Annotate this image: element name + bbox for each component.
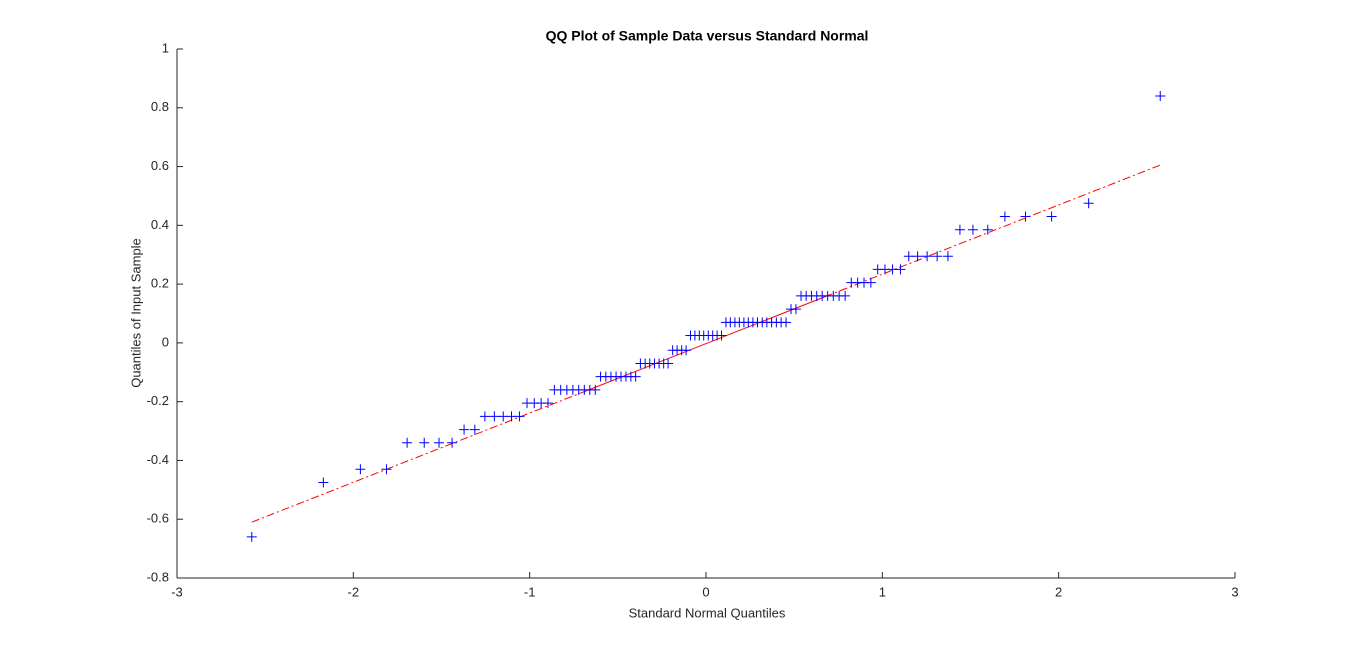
data-point	[630, 371, 641, 382]
reference-line	[586, 296, 826, 391]
data-point	[903, 251, 914, 262]
y-tick-label: 0.4	[151, 217, 169, 232]
x-tick-label: 3	[1231, 584, 1238, 599]
data-point	[447, 437, 458, 448]
data-point	[967, 224, 978, 235]
data-point	[663, 358, 674, 369]
data-point	[1083, 198, 1094, 209]
x-tick-label: -1	[524, 584, 536, 599]
reference-line	[824, 164, 1161, 298]
x-axis-label: Standard Normal Quantiles	[629, 605, 786, 620]
data-point	[942, 251, 953, 262]
x-tick-label: 0	[702, 584, 709, 599]
data-point	[469, 424, 480, 435]
y-tick-label: -0.6	[147, 511, 169, 526]
data-point	[355, 464, 366, 475]
data-point	[514, 411, 525, 422]
data-point	[716, 330, 727, 341]
y-tick-label: -0.4	[147, 452, 169, 467]
y-tick-label: -0.8	[147, 569, 169, 584]
data-point	[781, 317, 792, 328]
data-point	[681, 345, 692, 356]
x-tick-label: 2	[1055, 584, 1062, 599]
x-tick-label: 1	[879, 584, 886, 599]
data-point	[489, 411, 500, 422]
data-point	[318, 477, 329, 488]
data-point	[434, 437, 445, 448]
reference-line	[251, 390, 588, 523]
chart-title: QQ Plot of Sample Data versus Standard N…	[546, 28, 869, 44]
data-point	[459, 424, 470, 435]
y-tick-label: 0.8	[151, 99, 169, 114]
y-tick-label: 0.6	[151, 158, 169, 173]
data-point	[912, 251, 923, 262]
data-point	[865, 277, 876, 288]
data-point	[419, 437, 430, 448]
data-point	[543, 398, 554, 409]
data-point	[954, 224, 965, 235]
data-point	[246, 531, 257, 542]
y-tick-label: 0.2	[151, 276, 169, 291]
y-tick-label: -0.2	[147, 393, 169, 408]
data-point	[381, 464, 392, 475]
data-point	[922, 251, 933, 262]
y-axis-label: Quantiles of Input Sample	[128, 238, 143, 388]
data-point	[840, 290, 851, 301]
data-point	[999, 211, 1010, 222]
y-tick-label: 0	[162, 334, 169, 349]
data-point	[402, 437, 413, 448]
data-point	[932, 251, 943, 262]
data-point	[590, 384, 601, 395]
data-point	[790, 304, 801, 315]
data-point	[479, 411, 490, 422]
data-point	[895, 264, 906, 275]
data-point	[1046, 211, 1057, 222]
data-point	[1020, 211, 1031, 222]
x-tick-label: -3	[171, 584, 183, 599]
data-point	[1155, 91, 1166, 102]
data-point	[982, 224, 993, 235]
x-tick-label: -2	[348, 584, 360, 599]
y-tick-label: 1	[162, 40, 169, 55]
